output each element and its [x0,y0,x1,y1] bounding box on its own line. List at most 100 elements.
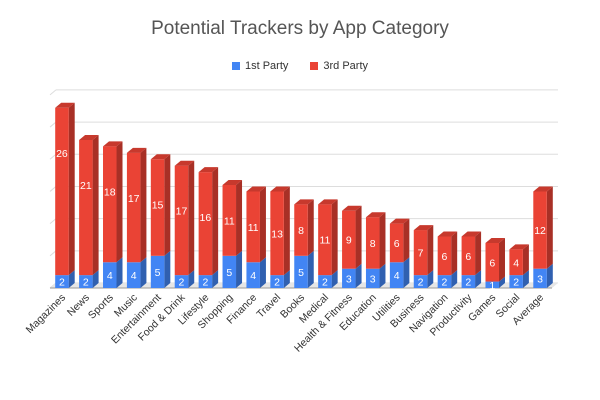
bar-side-health-and-fitness-1st-party [355,263,362,288]
bar-music-1st-party [126,262,141,288]
bar-food-and-drink-1st-party [174,275,189,288]
legend: 1st Party 3rd Party [0,60,600,72]
bar-top-social-3rd-party [509,244,529,250]
data-label-social-1st-party: 2 [513,277,519,289]
legend-swatch-3rd-party [310,62,319,70]
bar-food-and-drink-3rd-party [174,165,189,276]
bar-side-finance-3rd-party [259,186,266,263]
bar-business-3rd-party [413,230,428,276]
bar-side-games-1st-party [498,276,505,288]
legend-swatch-1st-party [231,62,240,70]
bar-lifestyle-1st-party [198,275,213,288]
bar-top-food-and-drink-3rd-party [174,160,195,166]
gridline-depth [49,218,57,225]
bar-side-average-3rd-party [546,186,553,269]
bar-top-medical-3rd-party [318,199,338,205]
bar-utilities-3rd-party [389,223,404,263]
bar-side-music-1st-party [140,257,147,288]
bar-top-navigation-3rd-party [437,231,458,237]
data-label-magazines-3rd-party: 26 [56,148,68,160]
x-tick-label-travel: Travel [254,292,283,321]
bar-news-3rd-party [79,139,93,276]
bar-finance-3rd-party [246,191,260,263]
bar-side-music-3rd-party [140,147,147,263]
bar-side-health-and-fitness-3rd-party [355,205,362,269]
bar-top-utilities-3rd-party [389,218,410,224]
bar-business-1st-party [413,275,428,288]
bar-health-and-fitness-1st-party [342,268,356,288]
bar-productivity-3rd-party [461,236,476,276]
bar-side-utilities-1st-party [403,257,410,288]
bar-health-and-fitness-3rd-party [342,210,356,269]
bar-medical-1st-party [318,275,332,288]
data-label-productivity-1st-party: 2 [465,277,471,289]
data-label-business-3rd-party: 7 [418,248,424,260]
bar-productivity-1st-party [461,275,476,288]
data-label-books-1st-party: 5 [298,267,304,279]
bar-entertainment-3rd-party [150,159,165,256]
bar-side-entertainment-1st-party [164,250,171,288]
legend-item-3rd-party[interactable]: 3rd Party [310,60,368,72]
bar-side-productivity-3rd-party [475,231,482,276]
bar-side-shopping-3rd-party [236,180,243,256]
x-tick-label-sports: Sports [86,292,116,322]
bar-social-3rd-party [509,249,523,276]
bar-side-business-3rd-party [427,225,434,276]
data-label-medical-3rd-party: 11 [319,235,330,247]
data-label-education-3rd-party: 8 [370,238,376,250]
bar-games-1st-party [485,281,499,288]
x-tick-label-magazines: Magazines [24,292,68,336]
bar-top-productivity-3rd-party [461,231,482,237]
data-label-average-3rd-party: 12 [534,225,546,237]
bar-education-1st-party [365,268,380,288]
bar-travel-1st-party [270,275,284,288]
bar-top-education-3rd-party [365,212,386,218]
bar-side-navigation-1st-party [451,270,458,288]
bar-social-1st-party [509,275,523,288]
bar-side-sports-1st-party [116,257,123,288]
bar-side-education-1st-party [379,263,386,288]
bar-top-lifestyle-3rd-party [198,167,219,173]
bar-education-3rd-party [365,217,380,269]
legend-label-1st-party: 1st Party [244,60,289,72]
bar-entertainment-1st-party [150,255,165,288]
legend-item-1st-party[interactable]: 1st Party [231,60,289,72]
bar-side-lifestyle-1st-party [212,270,219,288]
data-label-average-1st-party: 3 [537,273,543,285]
bar-medical-3rd-party [318,204,332,276]
bar-top-travel-3rd-party [270,186,290,192]
bar-side-social-1st-party [522,270,529,288]
data-label-travel-3rd-party: 13 [271,228,283,240]
bar-side-medical-3rd-party [331,199,338,276]
data-label-social-3rd-party: 4 [513,257,519,269]
bar-music-3rd-party [126,152,141,263]
bar-side-education-3rd-party [379,212,386,269]
bar-top-news-3rd-party [79,134,99,140]
bar-top-magazines-3rd-party [55,102,75,108]
data-label-books-3rd-party: 8 [298,225,304,237]
data-label-games-3rd-party: 6 [489,257,495,269]
bar-side-average-1st-party [546,263,553,288]
bar-books-3rd-party [294,204,308,256]
data-label-business-1st-party: 2 [418,277,424,289]
bar-finance-1st-party [246,262,260,288]
bar-side-business-1st-party [427,270,434,288]
gridline-depth [49,89,57,96]
bar-games-3rd-party [485,242,499,282]
data-label-sports-1st-party: 4 [107,270,113,282]
bar-side-travel-3rd-party [283,186,290,276]
bar-utilities-1st-party [389,262,404,288]
bar-side-games-3rd-party [498,237,505,282]
data-label-health-and-fitness-1st-party: 3 [346,273,352,285]
bar-lifestyle-3rd-party [198,172,213,276]
bar-side-finance-1st-party [259,257,266,288]
bar-top-shopping-3rd-party [222,180,243,185]
data-label-productivity-3rd-party: 6 [465,251,471,263]
data-label-entertainment-3rd-party: 15 [152,199,164,211]
bar-books-1st-party [294,255,308,288]
bar-side-sports-3rd-party [116,141,123,263]
data-label-music-1st-party: 4 [131,270,137,282]
bar-sports-1st-party [103,262,117,288]
bar-side-magazines-3rd-party [68,102,75,276]
data-label-music-3rd-party: 17 [128,193,140,205]
